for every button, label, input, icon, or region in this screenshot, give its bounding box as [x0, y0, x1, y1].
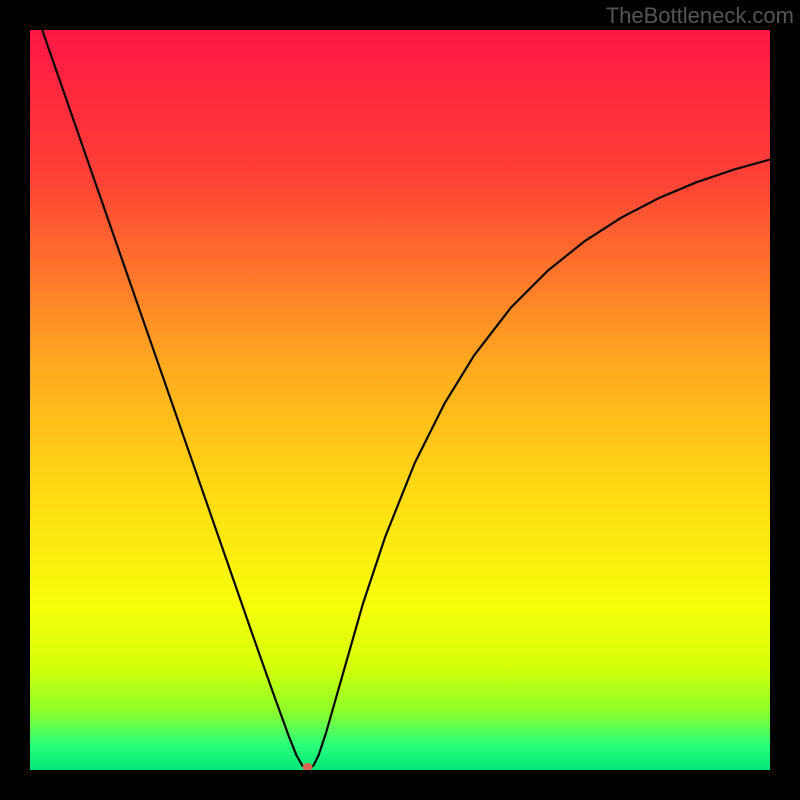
bottleneck-chart: TheBottleneck.com: [0, 0, 800, 800]
minimum-marker: [303, 763, 313, 770]
watermark-text: TheBottleneck.com: [606, 3, 794, 29]
plot-area: [30, 30, 770, 770]
curve-path: [30, 30, 770, 769]
bottleneck-curve: [30, 30, 770, 770]
